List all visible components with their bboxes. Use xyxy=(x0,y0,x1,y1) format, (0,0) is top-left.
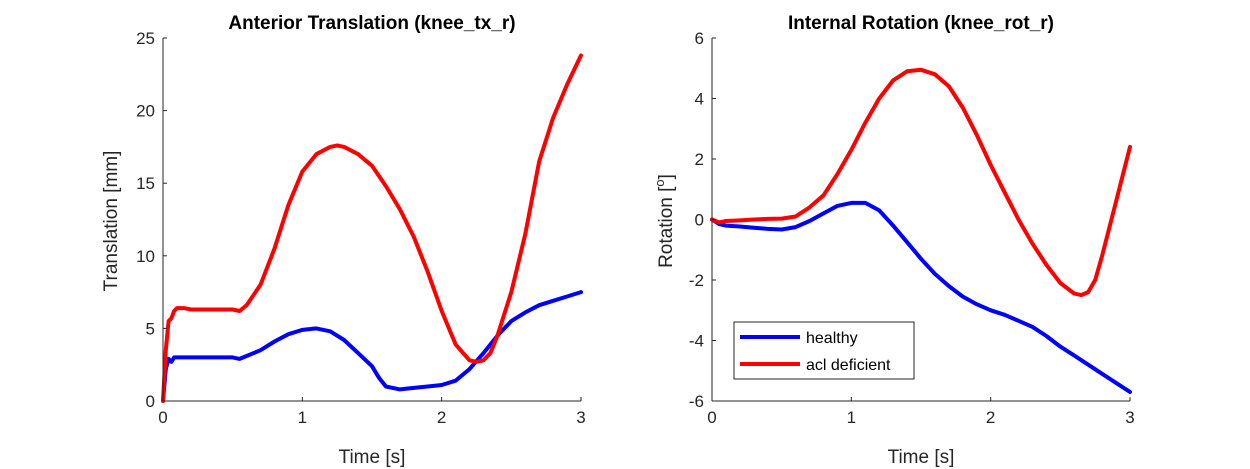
translation-axes xyxy=(162,38,581,402)
translation-xlabel: Time [s] xyxy=(339,447,406,468)
rotation-xtick-label: 0 xyxy=(707,408,716,427)
translation-ytick-label: 25 xyxy=(136,29,155,48)
legend-label-healthy: healthy xyxy=(806,330,858,347)
legend: healthy acl deficient xyxy=(733,321,915,380)
rotation-xlabel: Time [s] xyxy=(888,447,955,468)
rotation-xtick-label: 1 xyxy=(847,408,856,427)
rotation-series xyxy=(710,67,1132,394)
rotation-xtick-label: 3 xyxy=(1125,408,1134,427)
legend-box xyxy=(733,321,915,380)
rotation-line-acl-deficient xyxy=(710,67,1132,298)
translation-title: Anterior Translation (knee_tx_r) xyxy=(228,13,515,34)
rotation-ytick-label: -4 xyxy=(689,332,704,351)
translation-xtick-label: 1 xyxy=(298,408,307,427)
translation-ytick-label: 15 xyxy=(136,174,155,193)
rotation-xtick-label: 2 xyxy=(986,408,995,427)
rotation-ytick-label: -2 xyxy=(689,271,704,290)
translation-series xyxy=(161,53,583,403)
rotation-plot: Internal Rotation (knee_rot_r) 0 1 2 3 -6 -4 -… xyxy=(652,13,1135,468)
translation-ytick-label: 20 xyxy=(136,102,155,121)
translation-xtick-label: 2 xyxy=(437,408,446,427)
rotation-ylabel-close: ] xyxy=(656,174,677,179)
rotation-line-healthy xyxy=(710,200,1132,394)
rotation-ylabel: Rotation [o] xyxy=(652,174,677,268)
translation-line-acl-deficient xyxy=(161,53,583,403)
rotation-title: Internal Rotation (knee_rot_r) xyxy=(788,13,1054,34)
translation-ytick-label: 5 xyxy=(146,319,155,338)
translation-ylabel: Translation [mm] xyxy=(101,151,122,292)
rotation-ytick-label: 2 xyxy=(695,150,704,169)
translation-plot: Anterior Translation (knee_tx_r) 0 1 2 3 0 5 1… xyxy=(101,13,586,468)
rotation-ylabel-main: Rotation [ xyxy=(656,186,677,268)
rotation-ticks: 0 1 2 3 -6 -4 -2 0 2 4 6 xyxy=(689,29,1135,427)
rotation-ylabel-degree: o xyxy=(652,179,667,186)
translation-ytick-label: 0 xyxy=(146,392,155,411)
translation-ticks: 0 1 2 3 0 5 10 15 20 25 xyxy=(136,29,586,427)
translation-ytick-label: 10 xyxy=(136,247,155,266)
rotation-ytick-label: -6 xyxy=(689,392,704,411)
rotation-ytick-label: 4 xyxy=(695,90,704,109)
translation-xtick-label: 0 xyxy=(158,408,167,427)
rotation-ytick-label: 6 xyxy=(695,29,704,48)
legend-label-acl-deficient: acl deficient xyxy=(806,357,891,374)
translation-xtick-label: 3 xyxy=(576,408,585,427)
rotation-ytick-label: 0 xyxy=(695,211,704,230)
